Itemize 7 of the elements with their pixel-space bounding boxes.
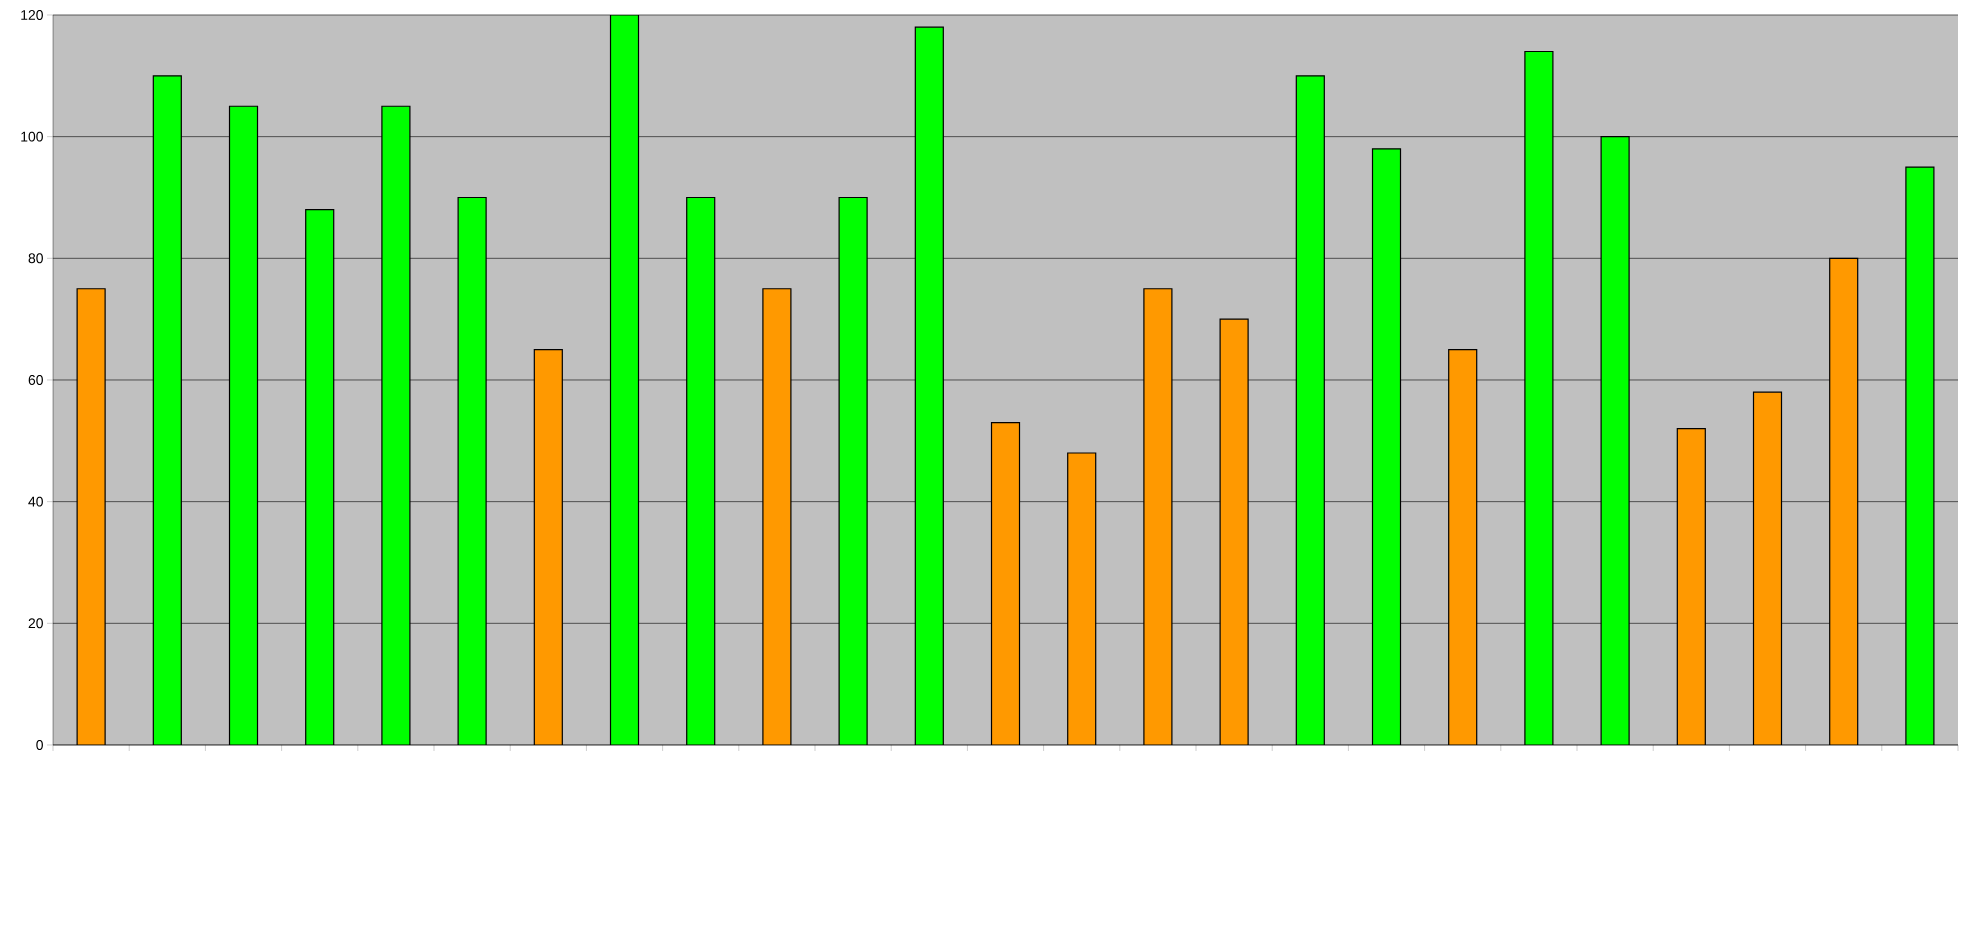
y-tick-label: 100	[21, 131, 43, 142]
y-tick-label: 80	[28, 253, 43, 264]
y-tick-label: 60	[28, 375, 43, 385]
y-tick-label: 20	[28, 618, 43, 629]
y-tick-label: 0	[36, 740, 43, 750]
y-tick-label: 40	[28, 496, 43, 507]
y-tick-label: 120	[21, 10, 43, 20]
